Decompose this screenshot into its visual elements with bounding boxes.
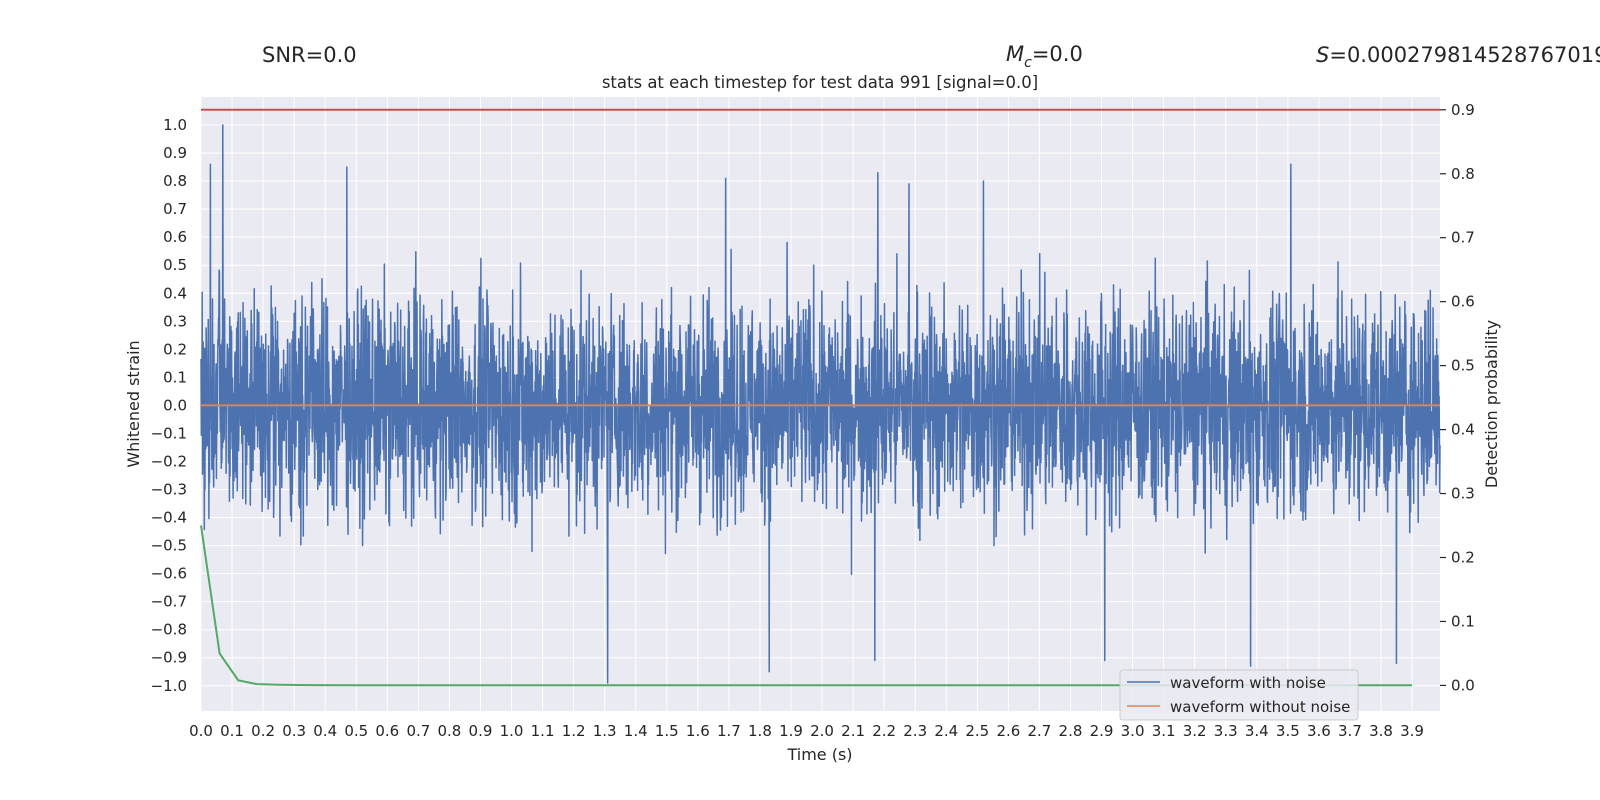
waveform-with-noise-line (200, 124, 1441, 684)
y-right-tick-label: 0.8 (1451, 165, 1475, 183)
x-tick-label: 3.5 (1276, 722, 1300, 740)
y-left-tick-label: 1.0 (163, 116, 187, 134)
x-axis-label: Time (s) (786, 745, 852, 764)
x-tick-label: 3.1 (1152, 722, 1176, 740)
chart-title: stats at each timestep for test data 991… (602, 73, 1038, 92)
x-tick-label: 1.6 (686, 722, 710, 740)
y-left-tick-label: −0.8 (151, 621, 187, 639)
y-right-tick-label: 0.5 (1451, 357, 1475, 375)
x-tick-label: 3.9 (1400, 722, 1424, 740)
y-left-tick-label: −1.0 (151, 677, 187, 695)
y-left-tick-label: 0.7 (163, 200, 187, 218)
x-tick-label: 1.5 (655, 722, 679, 740)
x-tick-label: 1.7 (717, 722, 741, 740)
x-tick-label: 0.6 (375, 722, 399, 740)
y-right-tick-label: 0.2 (1451, 549, 1475, 567)
y-left-tick-label: −0.2 (151, 452, 187, 470)
x-tick-label: 3.7 (1338, 722, 1362, 740)
y-left-tick-label: −0.9 (151, 649, 187, 667)
s-symbol: S (1316, 43, 1329, 67)
legend: waveform with noise waveform without noi… (1119, 669, 1359, 721)
x-tick-label: 0.3 (282, 722, 306, 740)
y-left-tick-label: −0.3 (151, 481, 187, 499)
waveform-with-noise-series (200, 124, 1441, 684)
y-left-tick-label: 0.6 (163, 228, 187, 246)
x-tick-label: 2.9 (1090, 722, 1114, 740)
snr-header: SNR=0.0 (262, 43, 357, 67)
x-tick-label: 1.0 (500, 722, 524, 740)
x-tick-label: 3.2 (1183, 722, 1207, 740)
legend-box (1119, 669, 1359, 721)
y-left-tick-label: −0.5 (151, 537, 187, 555)
x-tick-label: 0.2 (251, 722, 275, 740)
x-tick-label: 3.4 (1245, 722, 1269, 740)
y-right-tick-label: 0.6 (1451, 293, 1475, 311)
mc-symbol: M (1006, 42, 1024, 66)
x-tick-label: 2.8 (1059, 722, 1083, 740)
x-tick-label: 1.1 (531, 722, 555, 740)
y-left-tick-label: 0.4 (163, 284, 187, 302)
x-tick-label: 1.3 (593, 722, 617, 740)
x-tick-label: 2.0 (810, 722, 834, 740)
y-left-tick-label: −0.6 (151, 565, 187, 583)
detection-probability-line (200, 525, 1413, 687)
x-tick-label: 3.0 (1121, 722, 1145, 740)
y-left-tick-label: 0.1 (163, 368, 187, 386)
x-tick-label: 2.4 (934, 722, 958, 740)
x-tick-label: 2.3 (903, 722, 927, 740)
y-right-axis-label: Detection probability (1482, 320, 1501, 488)
x-tick-label: 2.5 (965, 722, 989, 740)
legend-label-noise: waveform with noise (1170, 674, 1326, 692)
y-left-tick-label: −0.7 (151, 593, 187, 611)
x-tick-label: 1.4 (624, 722, 648, 740)
x-tick-label: 0.0 (189, 722, 213, 740)
x-tick-label: 0.4 (313, 722, 337, 740)
x-tick-label: 3.3 (1214, 722, 1238, 740)
mc-header: Mc=0.0 (1006, 42, 1083, 71)
x-tick-label: 0.8 (437, 722, 461, 740)
mc-subscript: c (1024, 55, 1032, 71)
x-tick-label: 0.5 (344, 722, 368, 740)
y-left-tick-label: −0.1 (151, 424, 187, 442)
x-tick-label: 3.6 (1307, 722, 1331, 740)
y-left-tick-label: 0.2 (163, 340, 187, 358)
y-left-axis-ticks: 1.0 0.9 0.8 0.7 0.6 0.5 0.4 0.3 0.2 0.1 0.0 −0.1 −0.… (151, 116, 187, 695)
y-right-tick-label: 0.1 (1451, 612, 1475, 630)
x-tick-label: 2.6 (996, 722, 1020, 740)
x-tick-label: 3.8 (1369, 722, 1393, 740)
y-right-tick-label: 0.9 (1451, 101, 1475, 119)
legend-label-clean: waveform without noise (1170, 698, 1350, 716)
x-tick-label: 0.1 (220, 722, 244, 740)
y-right-tick-label: 0.0 (1451, 676, 1475, 694)
s-value: =0.0002798145287670191 (1329, 43, 1600, 67)
y-right-tick-label: 0.7 (1451, 229, 1475, 247)
y-left-tick-label: 0.3 (163, 312, 187, 330)
y-left-axis-label: Whitened strain (124, 340, 143, 467)
x-tick-label: 1.2 (562, 722, 586, 740)
x-tick-label: 0.7 (406, 722, 430, 740)
x-tick-label: 2.2 (872, 722, 896, 740)
x-axis-ticks: 0.0 0.1 0.2 0.3 0.4 0.5 0.6 0.7 0.8 0.9 1.0 1.1 1.2 1… (189, 722, 1424, 740)
x-tick-label: 0.9 (469, 722, 493, 740)
y-right-axis-ticks: 0.9 0.8 0.7 0.6 0.5 0.4 0.3 0.2 0.1 0.0 (1440, 101, 1475, 694)
y-left-tick-label: 0.0 (163, 396, 187, 414)
y-left-tick-label: −0.4 (151, 509, 187, 527)
overlay-series (200, 108, 1440, 687)
y-right-tick-label: 0.4 (1451, 421, 1475, 439)
y-left-tick-label: 0.5 (163, 256, 187, 274)
x-tick-label: 1.8 (748, 722, 772, 740)
y-left-tick-label: 0.9 (163, 144, 187, 162)
y-right-tick-label: 0.3 (1451, 485, 1475, 503)
x-tick-label: 2.7 (1027, 722, 1051, 740)
s-header: S=0.0002798145287670191 (1316, 43, 1600, 67)
x-tick-label: 1.9 (779, 722, 803, 740)
mc-value: =0.0 (1032, 42, 1083, 66)
x-tick-label: 2.1 (841, 722, 865, 740)
y-left-tick-label: 0.8 (163, 172, 187, 190)
